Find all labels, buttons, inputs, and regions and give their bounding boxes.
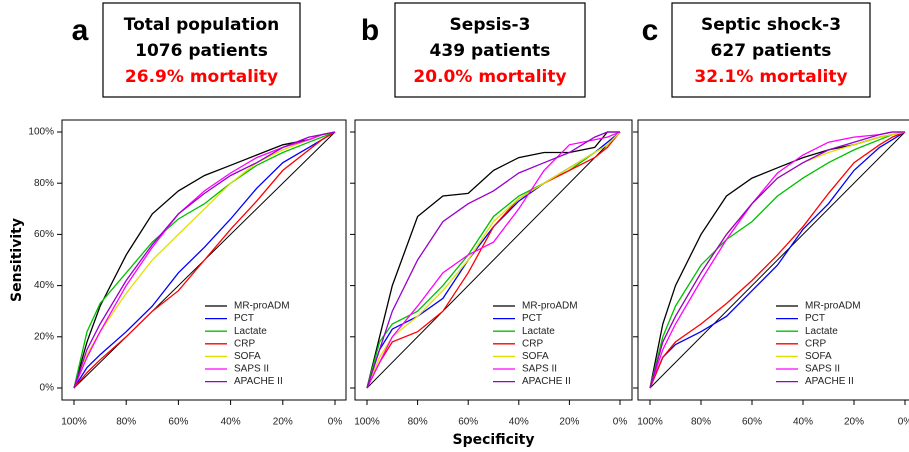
legend-label: MR-proADM (234, 301, 290, 312)
y-tick-label: 80% (34, 178, 54, 189)
legend-label: SAPS II (234, 364, 269, 375)
plot-frame (61, 119, 347, 401)
legend-label: MR-proADM (522, 301, 578, 312)
roc-curve (649, 131, 905, 389)
mortality: 20.0% mortality (413, 67, 566, 87)
x-tick-label: 40% (509, 417, 529, 428)
x-tick-label: 20% (559, 417, 579, 428)
legend-label: APACHE II (522, 376, 571, 387)
legend-label: APACHE II (234, 376, 283, 387)
y-tick-label: 40% (34, 280, 54, 291)
legend-label: SOFA (805, 351, 832, 362)
y-tick-label: 60% (34, 229, 54, 240)
x-tick-label: 60% (742, 417, 762, 428)
x-tick-label: 80% (691, 417, 711, 428)
roc-curve (73, 131, 336, 389)
x-tick-label: 40% (221, 417, 241, 428)
panel-title: Total population (124, 15, 280, 35)
x-tick-label: 40% (793, 417, 813, 428)
y-tick-label: 0% (40, 383, 55, 394)
y-tick-label: 20% (34, 331, 54, 342)
roc-curve (649, 131, 906, 389)
legend-label: SOFA (522, 351, 549, 362)
y-tick-label: 100% (28, 127, 54, 138)
x-tick-label: 60% (168, 417, 188, 428)
reference-diagonal (366, 131, 621, 389)
x-tick-label: 0% (898, 417, 909, 428)
roc-curve (366, 131, 621, 389)
panel-subtitle: 1076 patients (135, 41, 268, 61)
legend-label: Lactate (522, 326, 555, 337)
plot-frame (637, 119, 909, 401)
legend-label: SAPS II (805, 364, 840, 375)
title-box (394, 2, 586, 98)
x-tick-label: 0% (328, 417, 343, 428)
roc-curve (366, 131, 620, 389)
roc-curve (73, 131, 336, 389)
mortality: 32.1% mortality (694, 67, 847, 87)
x-tick-label: 0% (613, 417, 628, 428)
x-tick-label: 20% (844, 417, 864, 428)
y-axis-label: Sensitivity (9, 218, 25, 302)
title-box (671, 2, 871, 98)
legend-label: PCT (522, 313, 542, 324)
x-tick-label: 20% (273, 417, 293, 428)
x-tick-label: 100% (354, 417, 380, 428)
legend-label: PCT (234, 313, 254, 324)
legend-label: CRP (522, 338, 543, 349)
roc-curve (73, 131, 336, 389)
roc-curve (366, 131, 620, 389)
x-tick-label: 60% (458, 417, 478, 428)
legend-label: CRP (805, 338, 826, 349)
plot-frame (354, 119, 633, 401)
legend-label: Lactate (234, 326, 267, 337)
panel-label: b (361, 14, 379, 47)
panel-label: a (72, 14, 89, 47)
panel-title: Septic shock-3 (701, 15, 841, 35)
legend-label: PCT (805, 313, 825, 324)
x-tick-label: 80% (116, 417, 136, 428)
legend-label: MR-proADM (805, 301, 861, 312)
legend-label: SAPS II (522, 364, 557, 375)
roc-curve (73, 131, 336, 389)
title-box (102, 2, 301, 98)
legend-label: CRP (234, 338, 255, 349)
roc-curve (649, 131, 906, 389)
panel-subtitle: 439 patients (430, 41, 551, 61)
x-tick-label: 80% (408, 417, 428, 428)
legend-label: APACHE II (805, 376, 854, 387)
reference-diagonal (649, 131, 906, 389)
panel-title: Sepsis-3 (450, 15, 531, 35)
x-axis-label: Specificity (453, 432, 535, 448)
panel-label: c (642, 14, 659, 47)
legend-label: SOFA (234, 351, 261, 362)
roc-curve (649, 131, 906, 389)
mortality: 26.9% mortality (125, 67, 278, 87)
roc-curve (73, 131, 336, 389)
roc-curve (366, 131, 621, 389)
panel-subtitle: 627 patients (711, 41, 832, 61)
legend-label: Lactate (805, 326, 838, 337)
x-tick-label: 100% (637, 417, 663, 428)
x-tick-label: 100% (61, 417, 87, 428)
